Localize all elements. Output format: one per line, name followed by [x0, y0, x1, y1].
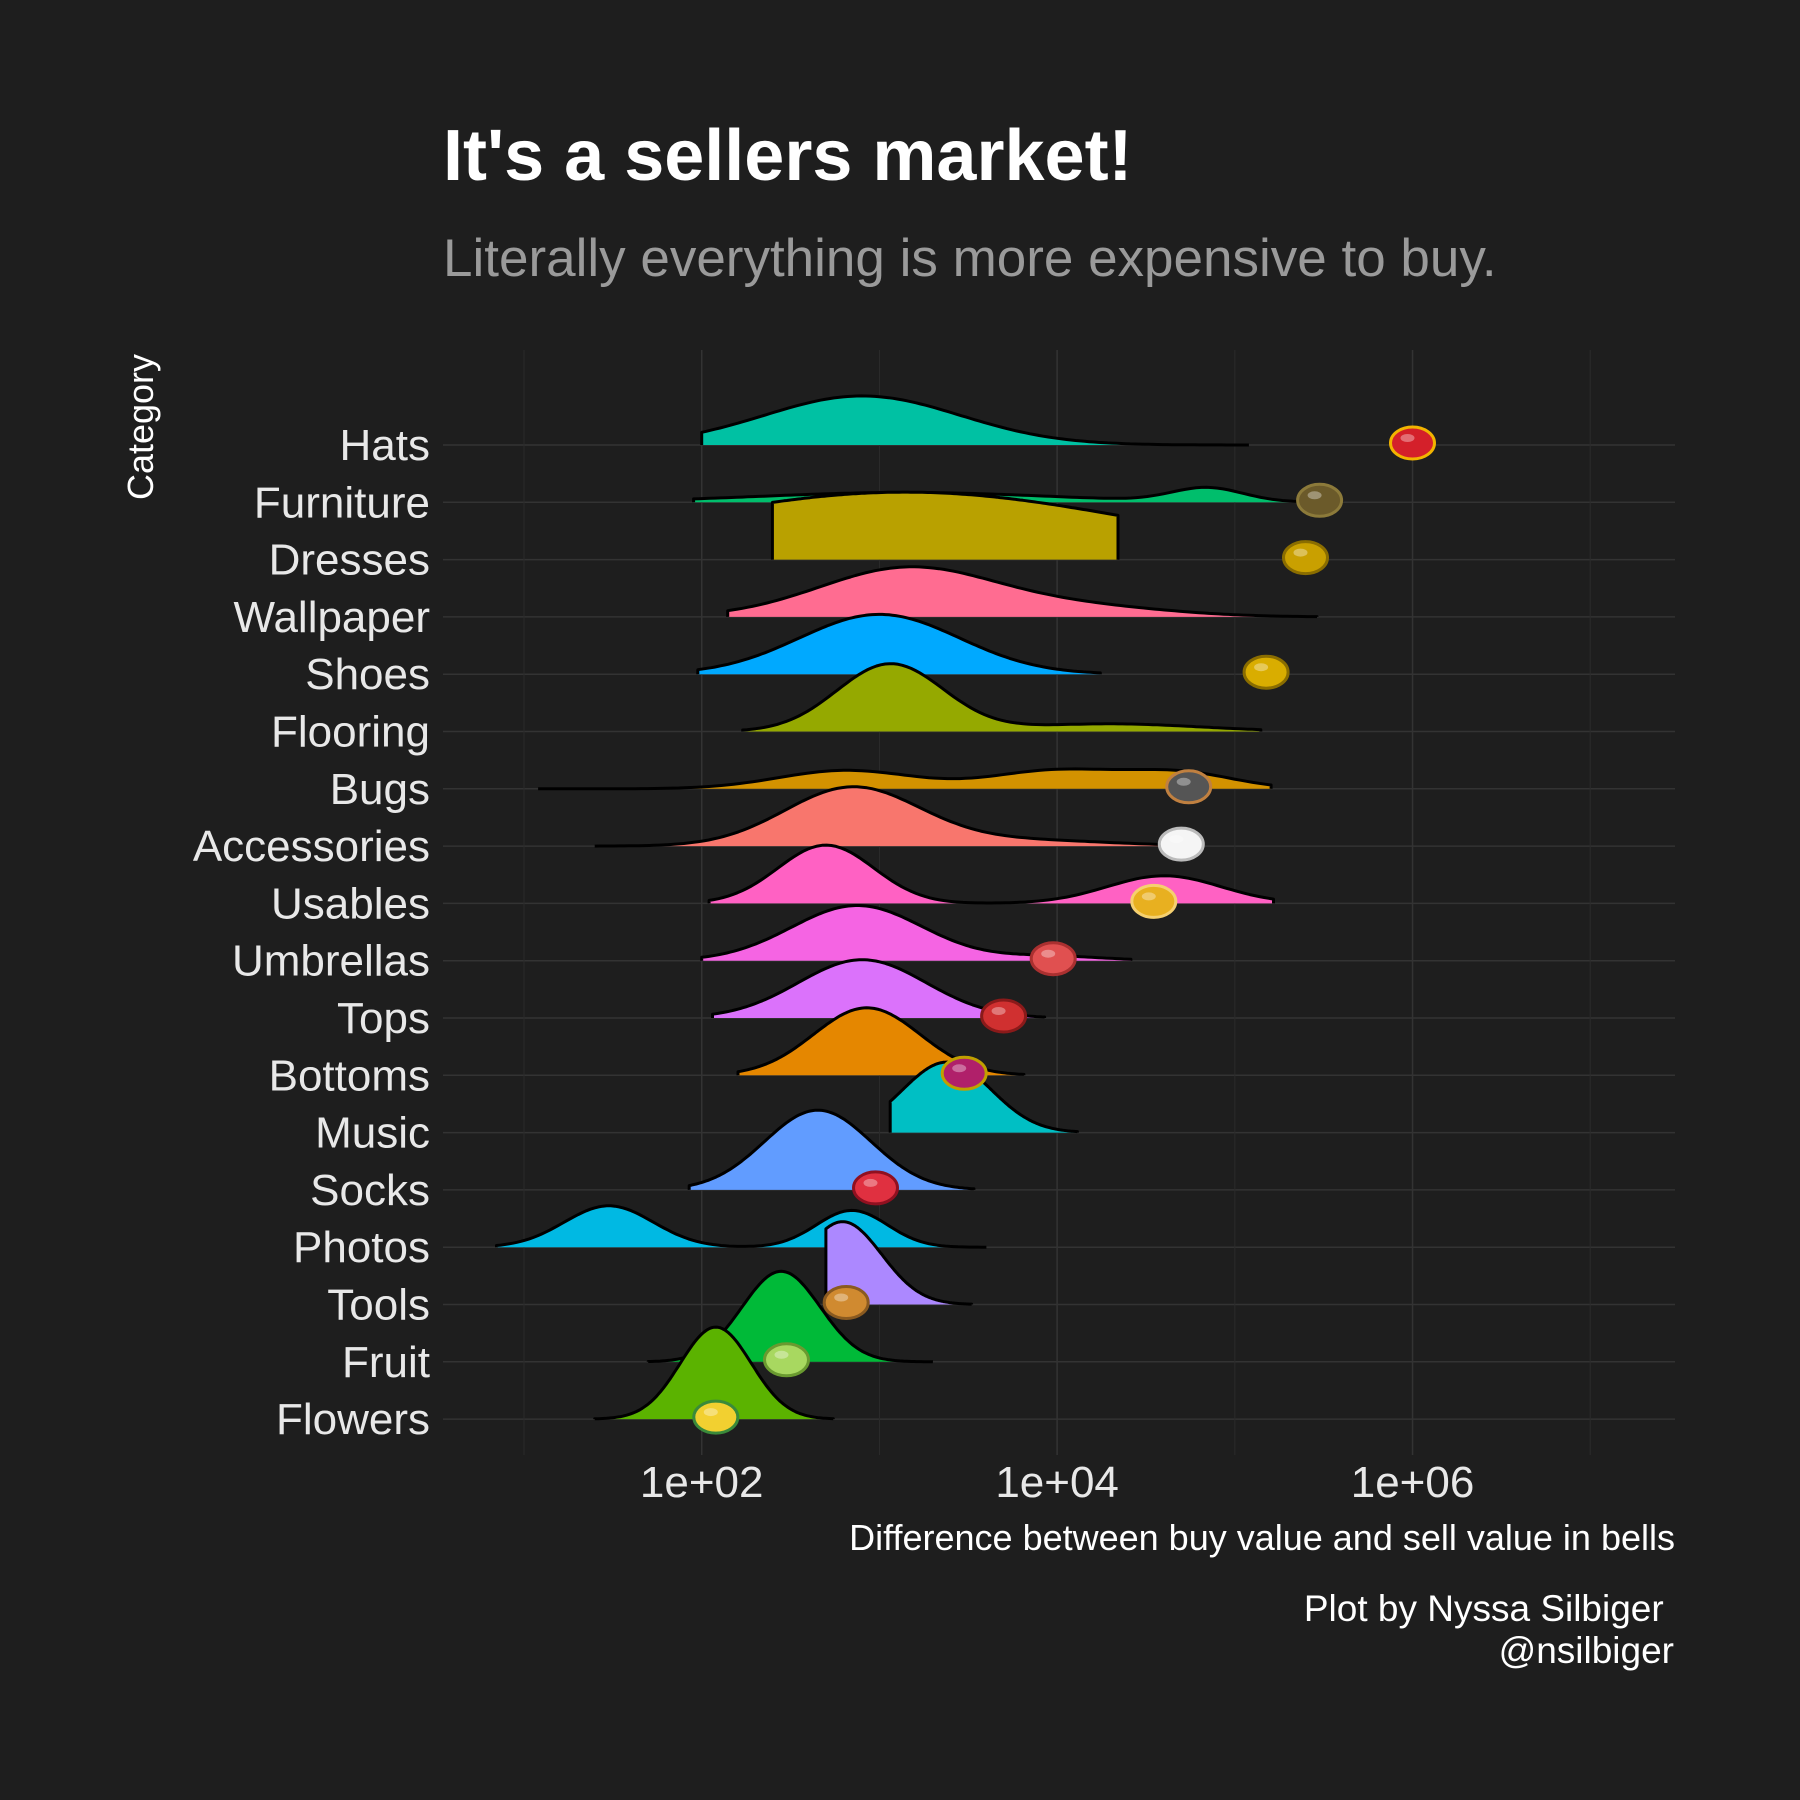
slingshot-icon-shape — [822, 1285, 870, 1320]
golden-armor-icon — [1282, 540, 1329, 576]
category-label: Photos — [293, 1223, 430, 1272]
ridge-photos — [495, 1204, 987, 1249]
density-ridges — [495, 394, 1344, 1421]
category-label: Usables — [271, 879, 430, 928]
golden-rod-icon — [1130, 883, 1178, 919]
golden-boots-icon-highlight — [1254, 663, 1269, 672]
red-sock-icon-shape — [852, 1170, 899, 1206]
category-label: Wallpaper — [234, 593, 430, 642]
category-label: Tops — [337, 994, 430, 1043]
ridge-flooring — [741, 662, 1263, 732]
bug-cage-icon-highlight — [1176, 777, 1191, 786]
x-tick-label: 1e+06 — [1351, 1458, 1475, 1507]
shell-necklace-icon — [1157, 826, 1205, 862]
category-label: Socks — [310, 1166, 430, 1215]
category-label: Flowers — [276, 1395, 430, 1444]
ridge-hats — [700, 394, 1249, 447]
item-icons — [692, 425, 1436, 1435]
table-icon — [1296, 482, 1344, 518]
ridge-dresses — [770, 490, 1120, 560]
red-jacket-icon-highlight — [991, 1007, 1006, 1015]
shell-necklace-icon-shape — [1157, 826, 1205, 862]
golden-boots-icon — [1242, 654, 1290, 690]
umbrella-icon-shape — [1029, 941, 1077, 977]
x-tick-label: 1e+02 — [640, 1458, 764, 1507]
crown-icon-highlight — [1400, 434, 1415, 442]
category-label: Dresses — [269, 536, 430, 585]
table-icon-highlight — [1307, 491, 1322, 500]
apple-icon-highlight — [774, 1350, 789, 1359]
plot-credit: Plot by Nyssa Silbiger @nsilbiger — [1304, 1588, 1674, 1672]
table-icon-shape — [1296, 482, 1344, 518]
apple-icon — [763, 1342, 810, 1378]
ridge-usables — [707, 843, 1275, 905]
ridge-tools — [824, 1220, 974, 1306]
umbrella-icon — [1029, 941, 1077, 977]
rose-icon-highlight — [703, 1408, 718, 1417]
red-sock-icon — [852, 1170, 899, 1206]
category-label: Furniture — [254, 478, 430, 527]
purple-shorts-icon-highlight — [952, 1064, 967, 1073]
bug-cage-icon-shape — [1165, 769, 1213, 805]
shell-necklace-icon-highlight — [1169, 835, 1184, 844]
golden-boots-icon-shape — [1242, 654, 1290, 690]
credit-author: Plot by Nyssa Silbiger — [1303, 1588, 1674, 1629]
category-labels: Hats Furniture Dresses Wallpaper Shoes Floori… — [193, 421, 430, 1444]
category-label: Shoes — [305, 650, 430, 699]
x-tick-labels: 1e+02 1e+04 1e+06 — [640, 1458, 1474, 1507]
x-tick-label: 1e+04 — [995, 1458, 1119, 1507]
x-axis-label: Difference between buy value and sell va… — [849, 1517, 1675, 1558]
category-label: Umbrellas — [232, 937, 430, 986]
chart-title: It's a sellers market! — [443, 116, 1133, 196]
category-label: Music — [315, 1109, 430, 1158]
y-axis-label: Category — [120, 354, 161, 500]
apple-icon-shape — [763, 1342, 810, 1378]
purple-shorts-icon — [940, 1055, 988, 1091]
ridge-flowers — [593, 1325, 835, 1421]
purple-shorts-icon-shape — [940, 1055, 988, 1091]
category-label: Hats — [340, 421, 430, 470]
golden-rod-icon-highlight — [1141, 892, 1156, 901]
rose-icon — [692, 1399, 740, 1435]
red-jacket-icon — [980, 998, 1028, 1034]
chart-subtitle: Literally everything is more expensive t… — [443, 229, 1497, 288]
category-label: Bugs — [330, 765, 430, 814]
category-label: Accessories — [193, 822, 430, 871]
bug-cage-icon — [1165, 769, 1213, 805]
category-label: Fruit — [342, 1338, 430, 1387]
slingshot-icon — [822, 1285, 870, 1320]
ridge-accessories — [594, 785, 1191, 848]
slingshot-icon-highlight — [834, 1293, 849, 1302]
credit-handle: @nsilbiger — [1498, 1630, 1674, 1671]
red-sock-icon-highlight — [863, 1178, 878, 1187]
umbrella-icon-highlight — [1041, 949, 1056, 958]
category-label: Bottoms — [269, 1051, 430, 1100]
golden-armor-icon-shape — [1282, 540, 1329, 576]
rose-icon-shape — [692, 1399, 740, 1435]
red-jacket-icon-shape — [980, 998, 1028, 1034]
category-label: Tools — [327, 1281, 430, 1330]
ridge-bugs — [538, 767, 1273, 791]
golden-armor-icon-highlight — [1293, 548, 1308, 557]
ridge-shoes — [696, 612, 1102, 675]
category-label: Flooring — [271, 708, 430, 757]
golden-rod-icon-shape — [1130, 883, 1178, 919]
ridge-socks — [687, 1108, 976, 1191]
crown-icon-shape — [1389, 425, 1436, 461]
ridge-wallpaper — [726, 565, 1319, 619]
crown-icon — [1389, 425, 1436, 461]
